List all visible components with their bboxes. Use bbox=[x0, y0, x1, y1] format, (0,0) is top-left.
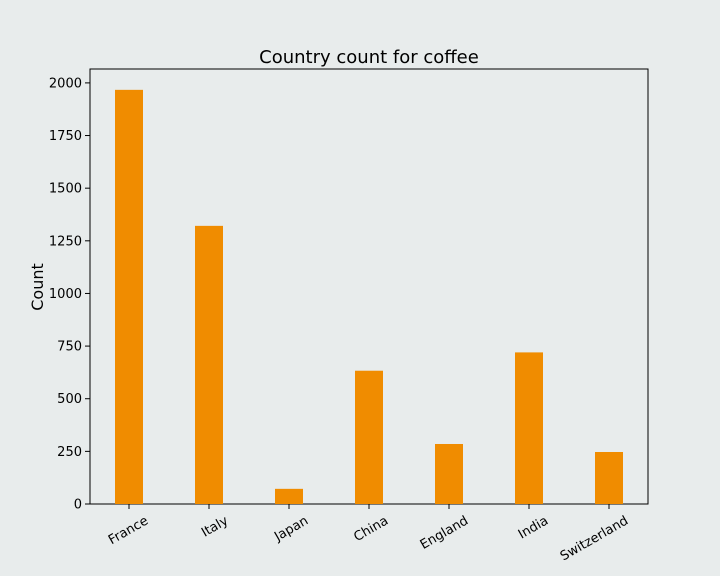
x-tick-label: Switzerland bbox=[558, 513, 631, 564]
y-axis: 0 250 500 750 1000 1250 1500 1750 2000 bbox=[49, 76, 90, 513]
x-axis: France Italy Japan China England India Switzer… bbox=[106, 504, 631, 564]
bar-france bbox=[115, 89, 143, 504]
chart-title: Country count for coffee bbox=[259, 47, 479, 68]
bar-switzerland bbox=[595, 451, 623, 504]
bar-italy bbox=[195, 225, 223, 504]
x-tick-label: Italy bbox=[199, 513, 231, 540]
bar-china bbox=[355, 370, 383, 504]
x-tick-label: Japan bbox=[271, 513, 311, 545]
bar-england bbox=[435, 443, 463, 504]
y-tick-label: 250 bbox=[57, 445, 82, 460]
y-tick-label: 750 bbox=[57, 340, 82, 355]
x-tick-label: India bbox=[516, 513, 551, 542]
y-tick-label: 1750 bbox=[49, 129, 82, 144]
y-axis-label: Count bbox=[28, 263, 47, 311]
bars bbox=[115, 89, 623, 504]
y-tick-label: 0 bbox=[74, 498, 82, 513]
y-tick-label: 1000 bbox=[49, 287, 82, 302]
x-tick-label: China bbox=[351, 513, 391, 545]
y-tick-label: 2000 bbox=[49, 76, 82, 91]
y-tick-label: 1500 bbox=[49, 182, 82, 197]
x-tick-label: England bbox=[418, 513, 471, 552]
y-tick-label: 500 bbox=[57, 392, 82, 407]
bar-india bbox=[515, 352, 543, 504]
bar-japan bbox=[275, 488, 303, 504]
x-tick-label: France bbox=[106, 513, 151, 548]
y-tick-label: 1250 bbox=[49, 234, 82, 249]
